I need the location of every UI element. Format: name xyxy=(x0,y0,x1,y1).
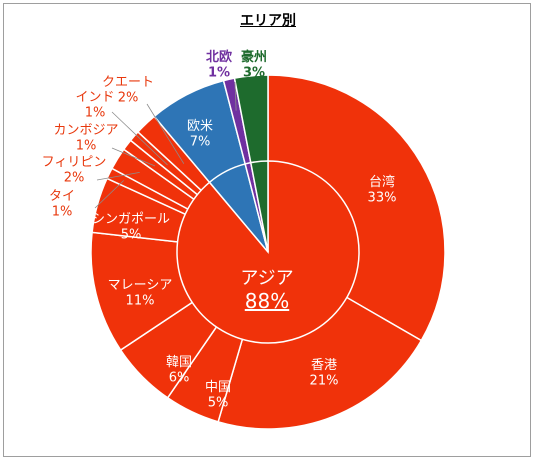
outer-label-2-name: 中国 xyxy=(205,380,231,395)
leader-lines xyxy=(94,81,237,209)
outer-label-1-value: 21% xyxy=(310,374,339,389)
outer-label-1-name: 香港 xyxy=(311,358,337,373)
outer-label-1: 香港 21% xyxy=(310,358,339,389)
outer-label-7: フィリピン 2% xyxy=(42,155,107,186)
outer-label-0-value: 33% xyxy=(368,191,397,206)
outer-label-4: マレーシア 11% xyxy=(108,278,173,309)
inner-label-0-name: アジア xyxy=(240,268,293,289)
leader-line-10 xyxy=(146,103,185,164)
outer-label-2: 中国 5% xyxy=(205,380,231,411)
chart-title: エリア別 xyxy=(240,13,296,29)
outer-label-6-value: 1% xyxy=(52,205,73,220)
outer-label-4-value: 11% xyxy=(126,294,155,309)
slice-labels: 台湾 33%香港 21%中国 5%韓国 6%マレーシア 11%シンガポール 5%タイ 1%フィ… xyxy=(42,49,397,411)
outer-label-5-name: シンガポール xyxy=(92,212,170,227)
outer-label-7-name: フィリピン xyxy=(42,155,107,170)
leader-line-12 xyxy=(234,81,237,111)
leader-line-9 xyxy=(111,111,168,166)
outer-label-3-value: 6% xyxy=(169,371,190,386)
outer-label-13-value: 3% xyxy=(243,66,265,81)
outer-label-12: 北欧 1% xyxy=(206,49,232,81)
outer-label-11: 欧米 7% xyxy=(187,119,213,150)
outer-label-8: カンボジア 1% xyxy=(53,123,118,154)
outer-label-0-name: 台湾 xyxy=(369,174,395,190)
outer-label-9: インド 1% xyxy=(75,90,114,121)
outer-label-12-name: 北欧 xyxy=(206,49,232,65)
outer-label-8-value: 1% xyxy=(76,139,97,154)
outer-label-11-name: 欧米 xyxy=(187,119,213,134)
outer-label-13-name: 豪州 xyxy=(241,49,267,65)
outer-label-6: タイ 1% xyxy=(49,189,75,220)
leader-line-7 xyxy=(96,172,140,181)
outer-label-11-value: 7% xyxy=(190,135,211,150)
outer-label-3: 韓国 6% xyxy=(166,355,192,386)
outer-label-0: 台湾 33% xyxy=(368,174,397,206)
leader-line-6 xyxy=(94,180,124,209)
outer-label-10-value: 2% xyxy=(118,91,139,106)
inner-ring xyxy=(176,160,360,344)
outer-label-9-name: インド xyxy=(75,90,114,105)
outer-label-5: シンガポール 5% xyxy=(92,212,170,243)
outer-label-12-value: 1% xyxy=(208,66,230,81)
outer-label-2-value: 5% xyxy=(208,396,229,411)
outer-label-7-value: 2% xyxy=(64,171,85,186)
outer-label-4-name: マレーシア xyxy=(108,278,173,293)
outer-label-8-name: カンボジア xyxy=(53,123,118,138)
outer-label-3-name: 韓国 xyxy=(166,355,192,370)
outer-label-13: 豪州 3% xyxy=(241,49,267,81)
outer-label-6-name: タイ xyxy=(49,189,75,204)
inner-label-0-value: 88% xyxy=(245,289,289,313)
outer-label-10: クエート 2% xyxy=(102,75,154,106)
outer-label-10-name: クエート xyxy=(102,75,154,90)
outer-label-5-value: 5% xyxy=(121,228,142,243)
outer-label-9-value: 1% xyxy=(85,106,106,121)
inner-slice-3 xyxy=(249,160,269,253)
inner-label-0: アジア 88% xyxy=(240,268,293,313)
leader-line-8 xyxy=(111,147,156,167)
